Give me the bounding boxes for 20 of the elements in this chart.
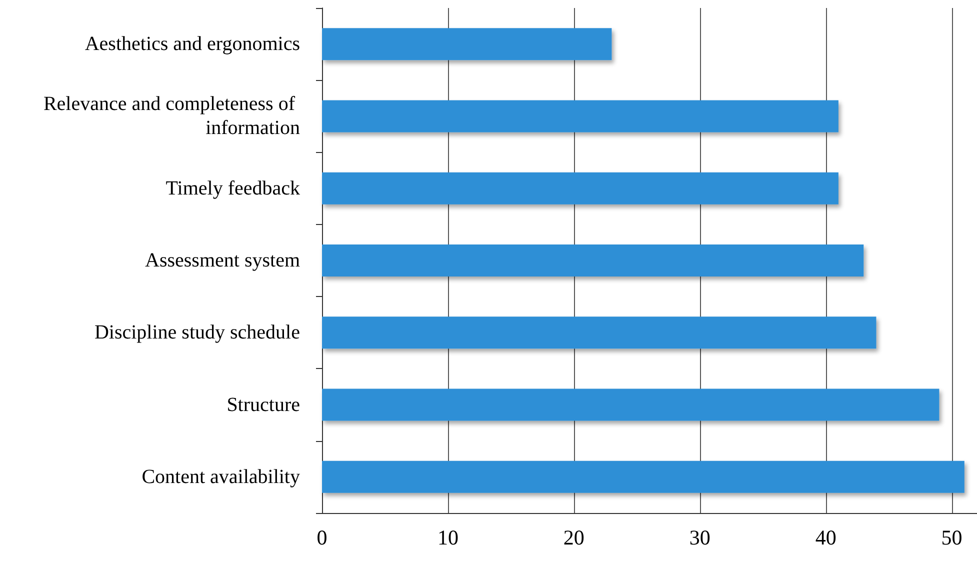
y-tick-label: Content availability bbox=[142, 466, 300, 488]
x-tick-label: 20 bbox=[563, 526, 584, 550]
x-tick-label: 0 bbox=[316, 526, 328, 550]
bar bbox=[322, 460, 964, 493]
bar bbox=[322, 100, 838, 132]
y-tick-label: Assessment system bbox=[145, 250, 300, 272]
x-tick-label: 40 bbox=[815, 526, 836, 550]
y-tick-label: Aesthetics and ergonomics bbox=[84, 33, 300, 56]
x-tick-label: 30 bbox=[689, 526, 710, 550]
bar bbox=[322, 316, 876, 349]
y-tick-label: Discipline study schedule bbox=[94, 322, 300, 344]
y-tick-label: Relevance and completeness of information bbox=[43, 93, 300, 140]
bar bbox=[322, 388, 940, 421]
bar bbox=[322, 28, 612, 60]
bar bbox=[322, 172, 838, 204]
x-tick-label: 10 bbox=[437, 526, 458, 550]
y-tick-label: Timely feedback bbox=[166, 177, 300, 200]
y-tick-label: Structure bbox=[226, 394, 300, 416]
x-tick-label: 50 bbox=[941, 526, 962, 550]
bar bbox=[322, 244, 864, 276]
